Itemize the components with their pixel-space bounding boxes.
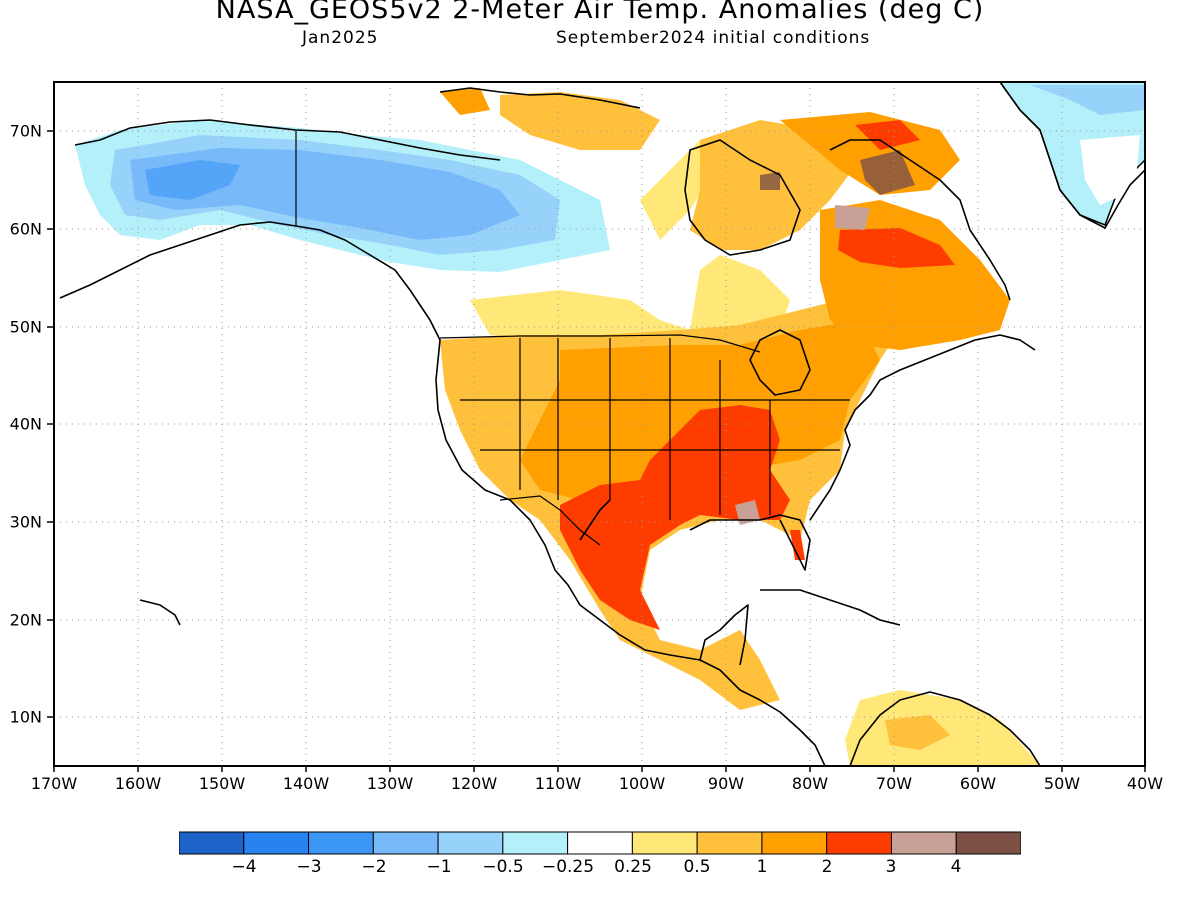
lat-tick-label: 40N [9,414,42,434]
lon-tick-label: 110W [534,774,582,793]
graticule [54,82,1145,766]
boundaries [295,131,850,546]
lat-tick-label: 30N [9,512,42,532]
legend-label: −1 [426,857,452,877]
legend-label: 1 [756,857,768,877]
lon-tick-label: 90W [707,774,745,793]
map-title: NASA_GEOS5v2 2-Meter Air Temp. Anomalies… [215,0,985,25]
lon-tick-label: 40W [1126,774,1164,793]
legend-label: −0.5 [482,857,524,877]
legend-label: 3 [885,857,897,877]
legend-swatch [826,831,892,855]
lon-tick-label: 150W [198,774,246,793]
color-legend [179,831,1021,855]
lon-tick-label: 100W [618,774,666,793]
south-central-hotspot [560,405,790,630]
lat-tick-label: 60N [9,219,42,239]
legend-swatch [372,831,439,855]
legend-swatch [308,831,374,855]
lon-tick-label: 130W [366,774,414,793]
coastlines [59,82,1145,766]
legend-swatch [567,831,633,855]
legend-swatch [243,831,310,855]
legend-swatch [696,831,763,855]
lat-tick-label: 10N [9,707,42,727]
lon-tick-label: 80W [791,774,829,793]
lon-tick-label: 120W [450,774,498,793]
legend-swatch [179,831,245,855]
legend-swatch [502,831,569,855]
legend-label: 0.5 [683,857,711,877]
lon-tick-label: 50W [1043,774,1081,793]
lat-tick-label: 50N [9,317,42,337]
lat-tick-label: 20N [9,610,42,630]
legend-swatch [631,831,698,855]
legend-swatch [890,831,957,855]
legend-label: −4 [231,857,257,877]
legend-label: 0.25 [614,857,652,877]
axis-ticks [47,130,1146,772]
legend-label: 2 [821,857,833,877]
lon-tick-label: 70W [875,774,913,793]
legend-swatch [437,831,504,855]
legend-label: −2 [361,857,387,877]
initial-conditions: September2024 initial conditions [556,28,871,48]
legend-label: −3 [296,857,322,877]
lon-tick-label: 60W [959,774,997,793]
legend-swatch [955,831,1021,855]
map-fields [54,82,1145,766]
lat-tick-label: 70N [9,121,42,141]
lon-tick-label: 160W [114,774,162,793]
forecast-month: Jan2025 [302,28,379,48]
lon-tick-label: 170W [30,774,78,793]
legend-label: −0.25 [541,857,595,877]
lon-tick-label: 140W [282,774,330,793]
legend-label: 4 [950,857,962,877]
legend-swatch [761,831,828,855]
